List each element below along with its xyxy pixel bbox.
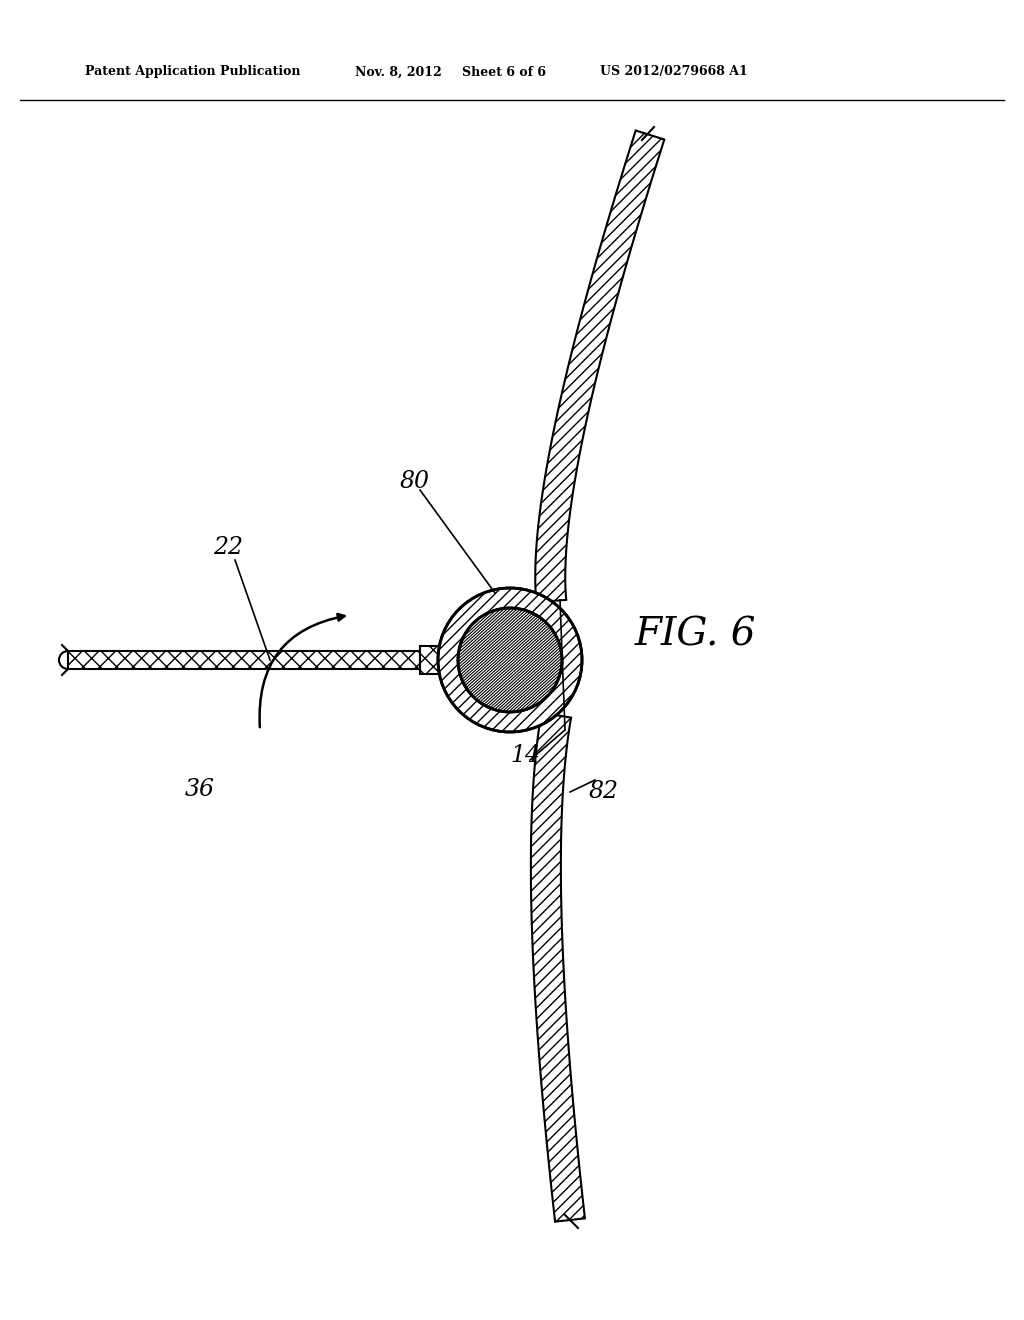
Text: FIG. 6: FIG. 6 [634, 616, 756, 653]
Text: 36: 36 [185, 779, 215, 801]
Circle shape [458, 609, 562, 711]
Polygon shape [68, 651, 420, 669]
Text: 80: 80 [400, 470, 430, 494]
Text: 14: 14 [510, 743, 540, 767]
Polygon shape [536, 131, 665, 602]
Polygon shape [420, 645, 441, 675]
Polygon shape [530, 713, 585, 1221]
Text: US 2012/0279668 A1: US 2012/0279668 A1 [600, 66, 748, 78]
Text: Nov. 8, 2012: Nov. 8, 2012 [355, 66, 441, 78]
Text: Patent Application Publication: Patent Application Publication [85, 66, 300, 78]
Text: 22: 22 [213, 536, 243, 560]
Text: Sheet 6 of 6: Sheet 6 of 6 [462, 66, 546, 78]
Circle shape [438, 587, 582, 733]
Text: 82: 82 [589, 780, 618, 804]
